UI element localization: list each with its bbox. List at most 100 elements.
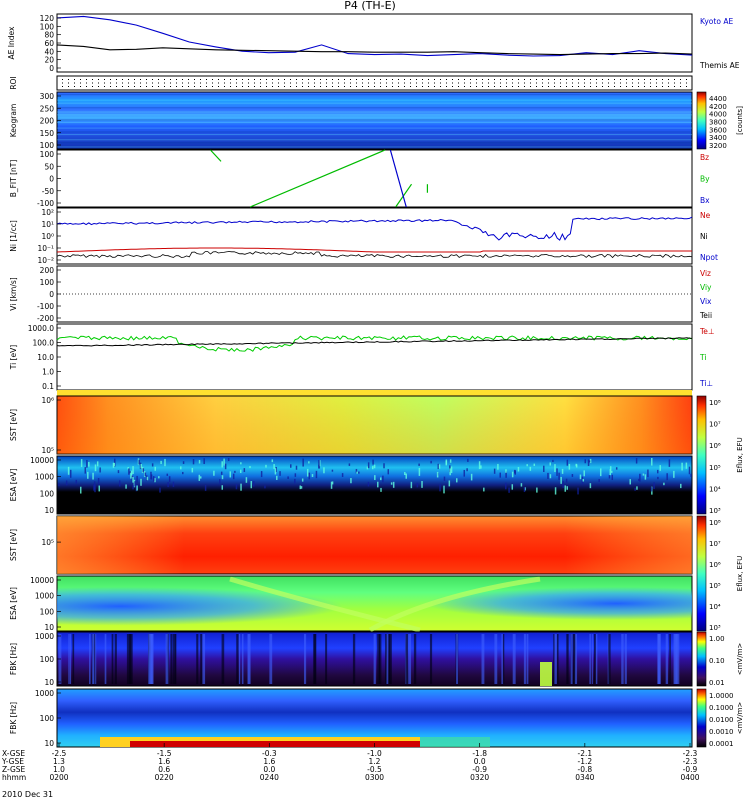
bfit-ylabel: B_FIT [nT] [9, 160, 18, 198]
xaxis-value: 0340 [575, 773, 594, 782]
esa2-ytick: 10 [44, 623, 54, 632]
esa1-speck [275, 467, 277, 472]
roi-dot [422, 82, 423, 84]
esa1-speck [449, 468, 451, 476]
fbk1-bar [405, 634, 408, 684]
fbk1-bar [593, 634, 596, 684]
esa1-speck [410, 481, 413, 489]
roi-dot [422, 79, 423, 80]
esa1-speck [75, 479, 78, 484]
roi-dot [278, 82, 279, 84]
esa1-speck [366, 466, 369, 470]
roi-dot [578, 79, 579, 80]
roi-dot [368, 86, 369, 87]
roi-dot [218, 86, 219, 87]
xaxis-value: 0300 [365, 773, 384, 782]
keogram-ytick: 100 [40, 141, 55, 150]
roi-dot [242, 82, 243, 84]
esa1-speck [112, 462, 115, 468]
roi-dot [296, 86, 297, 87]
keogram-ytick: 250 [40, 104, 55, 113]
keogram-streaks [57, 94, 692, 148]
fbk1-bar [429, 634, 433, 684]
xaxis-value: 0400 [680, 773, 699, 782]
roi-dot [236, 86, 237, 87]
esa1-speck [524, 487, 527, 491]
keogram-streak [57, 122, 692, 124]
esa1-ytick: 100 [40, 489, 55, 498]
ti-ytick: 100.0 [33, 339, 55, 348]
roi-dot [200, 86, 201, 87]
xaxis-value: 1.3 [53, 757, 65, 766]
esa1-speck [250, 481, 253, 489]
fbk1-bar [566, 634, 568, 684]
roi-dot [446, 79, 447, 80]
esa1-speck [405, 473, 407, 479]
roi-dot [152, 82, 153, 84]
fbk1-bar [148, 634, 150, 684]
xaxis-value: -0.8 [578, 765, 593, 774]
esa1-speck [125, 484, 127, 489]
roi-dot [368, 82, 369, 84]
fbk1-bar [501, 634, 504, 684]
roi-dot [176, 79, 177, 80]
esa1-speck [644, 474, 647, 480]
roi-dot [410, 86, 411, 87]
roi-dot [668, 82, 669, 84]
fbk2-ytick: 10 [44, 739, 54, 748]
roi-dot [284, 86, 285, 87]
fbk1-bar [314, 634, 317, 684]
fbk1-bar [673, 634, 676, 684]
esa1-speck [390, 482, 393, 485]
roi-dot [506, 82, 507, 84]
roi-dot [662, 79, 663, 80]
roi-dot [356, 79, 357, 80]
esa1-speck [511, 484, 514, 490]
roi-dot [320, 86, 321, 87]
roi-dot [686, 86, 687, 87]
roi-dot [620, 86, 621, 87]
roi-dot [440, 79, 441, 80]
roi-dot [680, 82, 681, 84]
esa1-speck [358, 471, 360, 474]
fbk1-bar [221, 634, 225, 684]
roi-dot [410, 82, 411, 84]
fbk1-bar [269, 634, 273, 684]
esa1-speck [191, 467, 194, 473]
roi-dot [560, 79, 561, 80]
roi-dot [380, 79, 381, 80]
roi-dot [548, 79, 549, 80]
roi-dot [632, 79, 633, 80]
keogram-streak [57, 127, 692, 129]
esa1-speck [93, 484, 95, 491]
fbk1-bar [385, 634, 388, 684]
roi-dot [308, 82, 309, 84]
esa1-speck [144, 472, 147, 477]
esa1-speck [287, 476, 289, 479]
esa1-speck [132, 466, 134, 475]
roi-dot [548, 86, 549, 87]
esa1-speck [554, 487, 557, 495]
esa1-speck [508, 487, 510, 493]
sst2-cbar-label: Eflux, EFU [736, 556, 744, 591]
esa1-speck [223, 458, 225, 466]
roi-dot [476, 79, 477, 80]
fbk1-bar [553, 634, 556, 684]
sst1-cbar-tick: 10⁴ [709, 485, 721, 493]
xaxis-value: 0200 [49, 773, 68, 782]
roi-dot [98, 79, 99, 80]
roi-dot [644, 86, 645, 87]
fbk1-bar [665, 634, 669, 684]
esa2-ylabel: ESA [eV] [9, 587, 18, 620]
roi-dot [470, 82, 471, 84]
fbk1-bar [69, 634, 72, 684]
roi-dot [80, 82, 81, 84]
roi-dot [608, 82, 609, 84]
esa1-speck [265, 464, 267, 468]
keogram-streak [57, 99, 692, 101]
roi-dot [302, 82, 303, 84]
fbk1-bar [303, 634, 307, 684]
roi-dot [332, 79, 333, 80]
roi-dot [140, 79, 141, 80]
fbk1-ytick: 10 [44, 678, 54, 687]
